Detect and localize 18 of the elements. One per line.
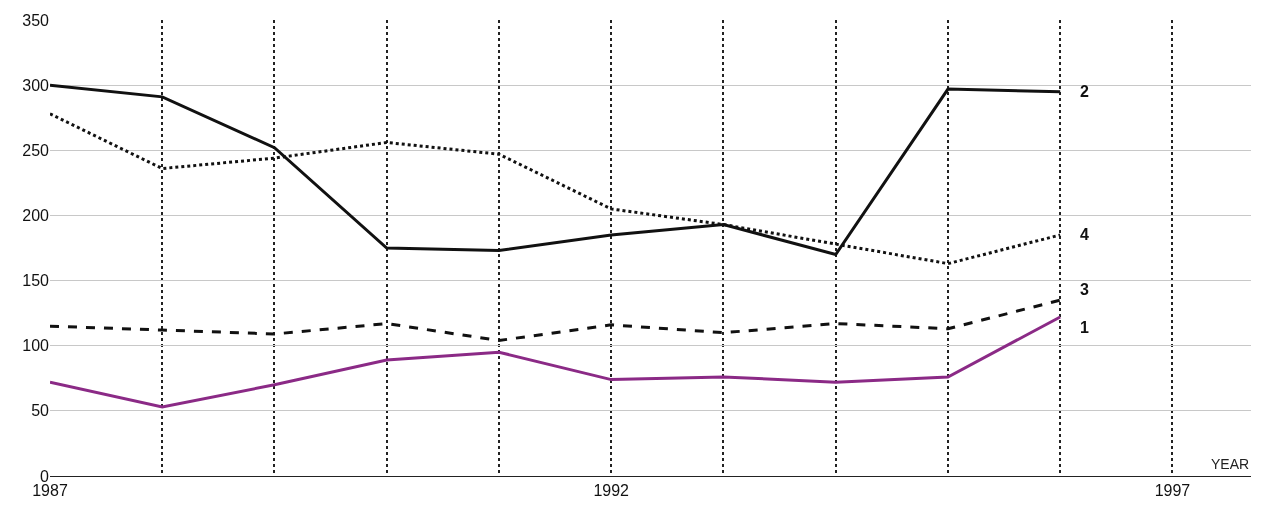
y-tick-label: 200	[22, 207, 50, 225]
x-tick-label: 1987	[32, 482, 68, 500]
x-axis-title: YEAR	[1211, 456, 1250, 472]
y-tick-label: 50	[31, 402, 50, 420]
series-label: 3	[1080, 281, 1089, 298]
y-tick-label: 250	[22, 141, 50, 159]
y-tick-label: 0	[40, 467, 50, 485]
x-tick-label: 1992	[593, 482, 630, 500]
y-tick-label: 350	[22, 11, 50, 29]
y-tick-label: 100	[22, 337, 50, 355]
line-series	[50, 298, 1062, 342]
y-tick-label: 300	[22, 76, 50, 94]
line-series	[50, 315, 1062, 409]
y-tick-label: 150	[22, 272, 50, 290]
x-tick-label: 1997	[1154, 482, 1191, 500]
series-label: 2	[1080, 83, 1089, 100]
series-label: 4	[1080, 226, 1089, 243]
series-label: 1	[1080, 319, 1089, 336]
